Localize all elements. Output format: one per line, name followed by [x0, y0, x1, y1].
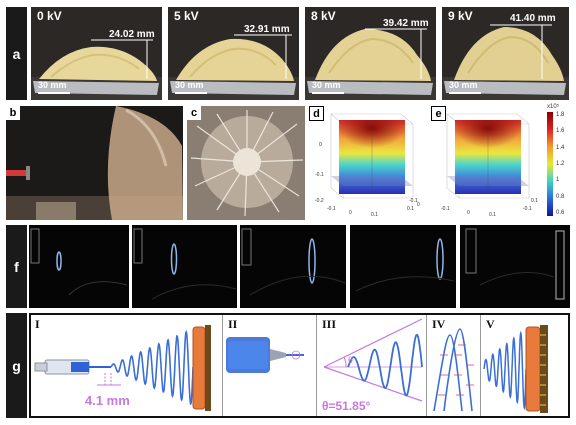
jet-image — [465, 228, 565, 300]
spring-jet-schematic — [34, 325, 211, 411]
balloon-setup-image — [6, 106, 183, 220]
tick-label: -0.1 — [523, 206, 532, 212]
colorbar-gradient — [547, 112, 553, 216]
distance-annotation: 4.1 mm — [85, 393, 130, 408]
subpanel-title: V — [486, 317, 495, 331]
scale-label: 30 mm — [449, 80, 478, 90]
tick-label: -0.2 — [315, 198, 324, 204]
jet-frame-1 — [29, 225, 129, 308]
panel-label-c: c — [187, 106, 201, 120]
subpanel-title: III — [322, 317, 337, 331]
panel-label-b: b — [6, 106, 20, 120]
collector-deposition-schematic — [483, 325, 548, 413]
panel-g-schematic: I 4.1 mm II III — [29, 313, 570, 418]
colorbar-tick: 0.8 — [556, 193, 565, 200]
jet-frame-2 — [132, 225, 237, 308]
colorbar-exponent: x10⁵ — [547, 104, 560, 110]
subpanel-title: II — [228, 317, 238, 331]
colorbar-tick: 1.6 — [556, 128, 565, 135]
spring-waveform — [483, 330, 527, 411]
angle-annotation: θ=51.85° — [322, 399, 371, 413]
photo-frame-9kv: 41.40 mm 9 kV 30 mm — [442, 7, 569, 100]
voltage-label: 0 kV — [37, 9, 62, 23]
scale-label: 30 mm — [312, 80, 341, 90]
subpanel-III: III θ θ=51.85° — [318, 315, 426, 416]
panel-e-field-plot: -0.1 0 0.1 -0.1 0.1 e — [431, 106, 543, 220]
height-measurement: 39.42 mm — [383, 18, 429, 29]
photo-frame-5kv: 5 kV 32.91 mm 30 mm — [168, 7, 299, 100]
panel-label-f: f — [6, 225, 27, 308]
panel-label-g: g — [6, 313, 27, 418]
cone-angle-schematic: θ — [323, 318, 423, 402]
scale-bar — [38, 92, 70, 94]
jet-frame-3 — [240, 225, 346, 308]
panel-label-a: a — [6, 7, 27, 100]
tick-label: 0.1 — [489, 212, 496, 218]
height-measurement: 32.91 mm — [244, 24, 290, 35]
field-cube-plot-d: 0 -0.1 -0.2 -0.1 0 0.1 0.1 -0.1 0 — [315, 113, 420, 218]
scale-bar — [449, 92, 481, 94]
fiber-pile-image — [168, 7, 299, 100]
field-cube-plot-e: -0.1 0 0.1 -0.1 0.1 — [441, 113, 538, 218]
panel-label-d: d — [309, 106, 324, 121]
tick-label: 0.1 — [531, 198, 538, 204]
panel-c-photo: c — [187, 106, 305, 220]
tick-label: 0.1 — [407, 206, 414, 212]
panel-b-photo: b — [6, 106, 183, 220]
jet-image — [241, 228, 346, 296]
jet-frame-4 — [350, 225, 456, 308]
tick-label: 0 — [467, 210, 470, 216]
subpanel-title: I — [35, 317, 40, 331]
colorbar-tick: 1.8 — [556, 112, 565, 118]
panel-d-field-plot: 0 -0.1 -0.2 -0.1 0 0.1 0.1 -0.1 0 d — [309, 106, 427, 220]
fiber-pile-image — [31, 7, 162, 100]
subpanel-IV: IV — [428, 315, 480, 416]
voltage-label: 5 kV — [174, 9, 199, 23]
scale-bar — [175, 92, 207, 94]
force-vector-schematic — [433, 328, 474, 412]
tick-label: 0.1 — [371, 212, 378, 218]
fiber-pile-image — [305, 7, 436, 100]
subpanel-title: IV — [432, 317, 446, 331]
panel-label-e: e — [431, 106, 446, 121]
spring-waveform — [347, 333, 423, 397]
tick-label: -0.1 — [315, 172, 324, 178]
colorbar-tick: 0.6 — [556, 209, 565, 216]
spring-waveform — [110, 329, 194, 406]
subpanel-I: I 4.1 mm — [31, 315, 222, 416]
nozzle-closeup-schematic — [226, 337, 304, 373]
tick-label: 0 — [319, 142, 322, 148]
colorbar-tick: 1.2 — [556, 160, 565, 167]
height-measurement: 41.40 mm — [510, 13, 556, 24]
jet-image — [355, 238, 455, 292]
photo-frame-8kv: 8 kV 39.42 mm 30 mm — [305, 7, 436, 100]
jet-image — [30, 228, 128, 296]
fiber-pile-image — [442, 7, 569, 100]
jet-frame-5 — [460, 225, 570, 308]
colorbar-tick: 1.4 — [556, 144, 565, 151]
tick-label: -0.1 — [409, 198, 418, 204]
photo-frame-0kv: 0 kV 24.02 mm 30 mm — [31, 7, 162, 100]
tick-label: 0 — [349, 210, 352, 216]
colorbar: x10⁵ 1.8 1.6 1.4 1.2 1 0.8 0.6 — [545, 104, 575, 220]
scale-label: 30 mm — [38, 80, 67, 90]
tick-label: 0 — [417, 202, 420, 208]
subpanel-II: II — [224, 315, 316, 416]
height-measurement: 24.02 mm — [109, 29, 155, 40]
tick-label: -0.1 — [327, 206, 336, 212]
voltage-label: 9 kV — [448, 9, 473, 23]
scale-label: 30 mm — [175, 80, 204, 90]
voltage-label: 8 kV — [311, 9, 336, 23]
jet-image — [133, 228, 237, 300]
colorbar-tick: 1 — [556, 177, 560, 184]
fiber-closeup-image — [187, 106, 305, 220]
subpanel-V: V — [482, 315, 568, 416]
tick-label: -0.1 — [441, 206, 450, 212]
theta-symbol: θ — [348, 355, 353, 365]
scale-bar — [312, 92, 344, 94]
